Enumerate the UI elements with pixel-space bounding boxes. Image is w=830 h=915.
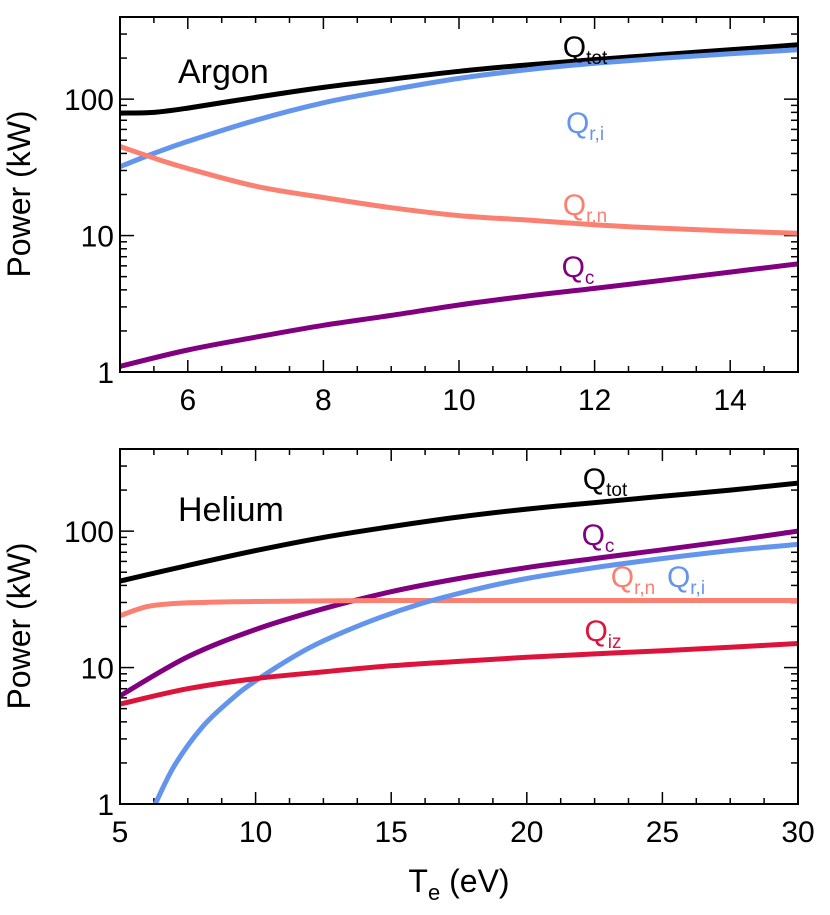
helium-x-tick-label: 5 [112,816,129,849]
argon-series-line-c [120,261,798,369]
argon-x-tick-label: 14 [714,384,747,417]
argon-x-tick-label: 8 [315,384,332,417]
argon-y-tick-label: 1 [97,357,114,390]
x-axis-label: Te (eV) [408,863,509,905]
argon-series-label-ri: Qr,i [566,107,604,145]
helium-series-line-tot [120,480,798,584]
helium-series-labels: Qtot Qc Qr,n Qr,i Qiz [582,463,705,653]
argon-series-labels: Qtot Qr,i Qr,n Qc [562,31,608,289]
argon-series-line-tot [120,42,798,116]
helium-x-tick-label: 25 [646,816,679,849]
argon-panel: Argon Power (kW) 6 8 10 12 14 1 10 100 Qtot Qr,i… [1,16,799,417]
helium-panel-title: Helium [178,491,284,529]
helium-x-tick-label: 15 [375,816,408,849]
argon-x-tick-label: 6 [179,384,196,417]
helium-y-tick-label: 1 [97,789,114,822]
argon-y-tick-label: 10 [81,221,114,254]
argon-series-label-c: Qc [562,251,595,289]
x-axis-label-unit: (eV) [440,863,509,899]
helium-y-axis-label: Power (kW) [1,542,37,709]
helium-y-tick-label: 100 [64,516,114,549]
x-axis-label-main: T [408,863,428,899]
helium-x-tick-label: 20 [510,816,543,849]
argon-series-lines [120,42,798,369]
argon-tick-labels: 6 8 10 12 14 1 10 100 [64,84,747,417]
argon-y-axis-label: Power (kW) [1,110,37,277]
argon-series-label-rn: Qr,n [563,189,607,227]
helium-series-label-rn: Qr,n [611,561,655,599]
helium-tick-labels: 5 10 15 20 25 30 1 10 100 [64,516,815,849]
argon-x-tick-label: 10 [442,384,475,417]
helium-plot-frame [119,448,799,805]
helium-series-label-tot: Qtot [583,463,628,501]
argon-x-tick-label: 12 [578,384,611,417]
helium-series-label-c: Qc [582,519,615,557]
helium-series-line-c [120,528,798,699]
argon-series-line-rn [120,144,798,236]
argon-plot-frame [119,16,799,373]
helium-series-line-iz [120,641,798,707]
helium-y-tick-label: 10 [81,653,114,686]
helium-x-tick-label: 30 [781,816,814,849]
helium-series-lines [120,480,798,804]
argon-series-label-tot: Qtot [563,31,608,69]
helium-x-tick-label: 10 [239,816,272,849]
argon-panel-title: Argon [178,53,269,91]
argon-y-tick-label: 100 [64,84,114,117]
helium-series-line-ri [153,541,798,804]
x-axis-label-sub: e [428,880,440,905]
helium-series-line-rn [120,597,798,619]
helium-series-label-iz: Qiz [584,615,621,653]
argon-series-line-ri [120,47,798,170]
helium-panel: Helium Power (kW) 5 10 15 20 25 30 1 10 100 Qtot… [1,448,815,905]
helium-series-label-ri: Qr,i [667,561,705,599]
